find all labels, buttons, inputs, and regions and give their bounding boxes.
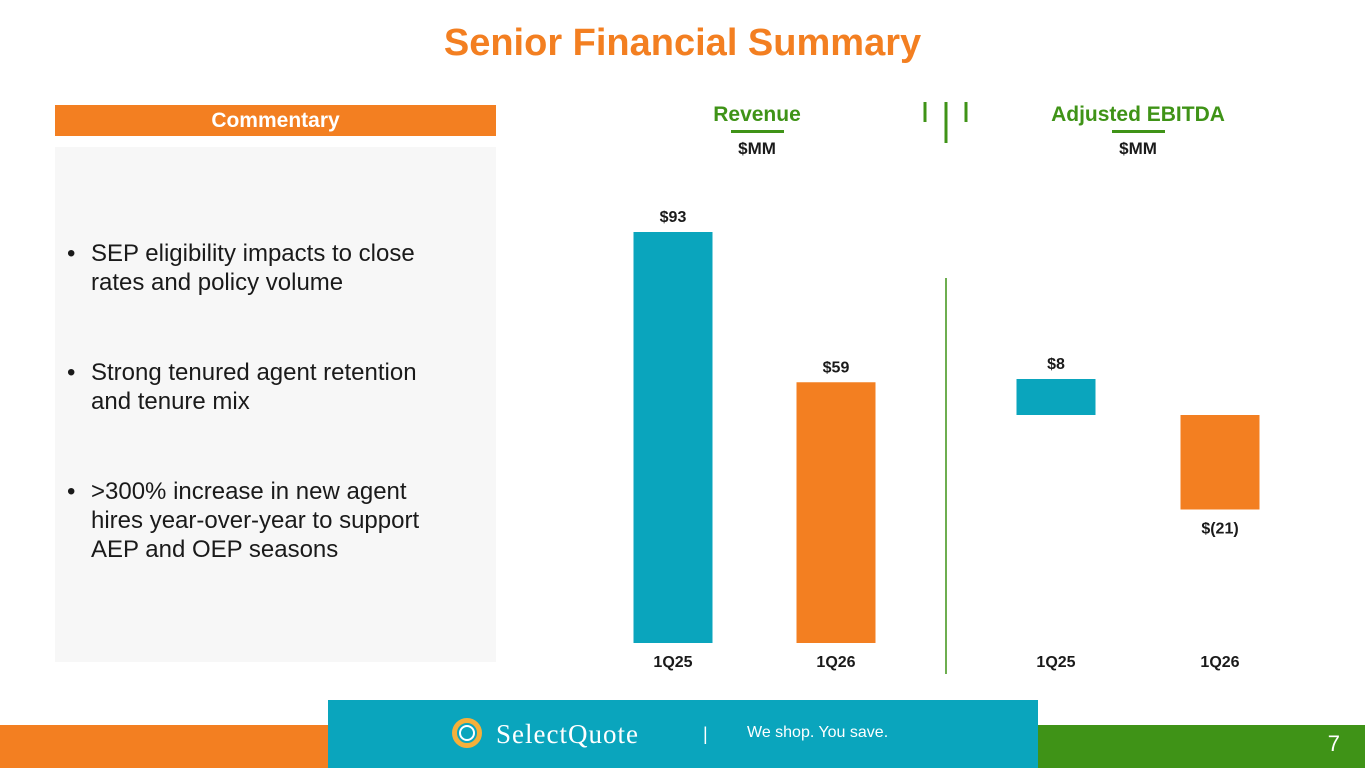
revenue-data-label: $93 (660, 209, 687, 226)
bullet-text: >300% increase in new agent hires year-o… (91, 478, 420, 563)
bullet-icon: • (67, 359, 76, 386)
ebitda-bar (1180, 415, 1260, 510)
ebitda-chart-title: Adjusted EBITDA (1051, 103, 1225, 126)
ebitda-chart-unit: $MM (1119, 139, 1157, 158)
revenue-chart-title: Revenue (713, 103, 801, 126)
ebitda-x-tick-label: 1Q26 (1200, 654, 1239, 671)
ebitda-title-underline (1112, 130, 1165, 133)
ebitda-x-tick-label: 1Q25 (1036, 654, 1075, 671)
revenue-unit-wrap: $MM (657, 139, 857, 159)
selectquote-logo-icon (452, 718, 482, 748)
bullet-text: SEP eligibility impacts to close rates a… (91, 240, 415, 296)
revenue-x-tick-label: 1Q26 (816, 654, 855, 671)
revenue-chart-unit: $MM (738, 139, 776, 158)
revenue-x-tick-label: 1Q25 (653, 654, 692, 671)
footer-band-green (1038, 725, 1365, 768)
selectquote-logo-text: SelectQuote (496, 719, 639, 749)
revenue-chart-header: Revenue (657, 103, 857, 127)
ebitda-bar (1016, 379, 1096, 415)
logo-inner-ring (459, 725, 475, 741)
bullet-text: Strong tenured agent retention and tenur… (91, 359, 417, 415)
ebitda-unit-wrap: $MM (1018, 139, 1258, 159)
revenue-bar (796, 382, 876, 643)
commentary-panel: • SEP eligibility impacts to close rates… (55, 147, 496, 662)
footer-band-teal (328, 700, 1038, 768)
footer-separator: | (703, 724, 708, 744)
ebitda-data-label: $8 (1047, 356, 1065, 373)
footer-band-orange (0, 725, 328, 768)
footer-tagline: We shop. You save. (747, 724, 889, 741)
revenue-data-label: $59 (823, 359, 850, 376)
ebitda-chart-header: Adjusted EBITDA (1018, 103, 1258, 127)
bullet-icon: • (67, 478, 76, 505)
slide-title: Senior Financial Summary (443, 22, 922, 64)
commentary-header: Commentary (55, 105, 496, 136)
ebitda-data-label: $(21) (1201, 521, 1238, 538)
divider-marks (923, 102, 968, 674)
revenue-bar (633, 232, 713, 643)
revenue-title-underline (731, 130, 784, 133)
page-number: 7 (1327, 731, 1340, 756)
bullet-icon: • (67, 240, 76, 267)
financial-charts: $93 1Q25 $59 1Q26 $8 1Q25 $(21) 1Q26 (633, 102, 1260, 674)
